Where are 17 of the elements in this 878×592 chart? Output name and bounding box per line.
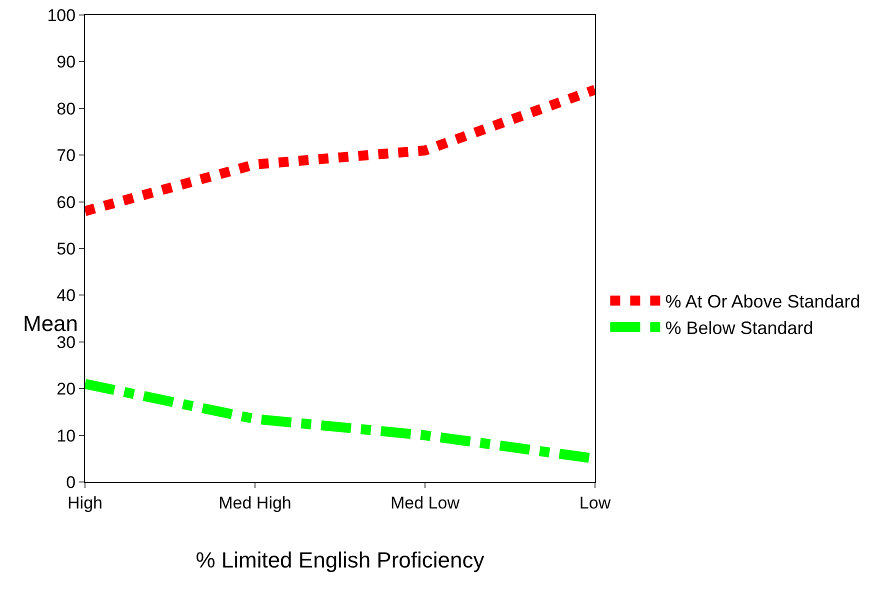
x-tick-label: Med Low — [390, 493, 460, 512]
x-axis-title: % Limited English Proficiency — [196, 547, 484, 572]
y-tick-label: 20 — [56, 380, 76, 399]
x-tick-label: Low — [579, 493, 612, 512]
y-tick-label: 10 — [56, 426, 76, 446]
y-tick-label: 70 — [56, 146, 76, 166]
y-tick-label: 50 — [56, 239, 76, 258]
x-tick-label: High — [68, 493, 102, 512]
y-tick-label: 60 — [56, 192, 76, 212]
y-tick-label: 100 — [47, 6, 76, 25]
y-tick-label: 40 — [56, 286, 76, 306]
legend-label: % At Or Above Standard — [665, 292, 860, 312]
x-tick-label: Med High — [218, 493, 292, 512]
legend-label: % Below Standard — [665, 318, 814, 338]
y-tick-label: 80 — [56, 99, 76, 118]
y-tick-label: 0 — [66, 472, 76, 492]
y-tick-label: 90 — [56, 52, 76, 72]
